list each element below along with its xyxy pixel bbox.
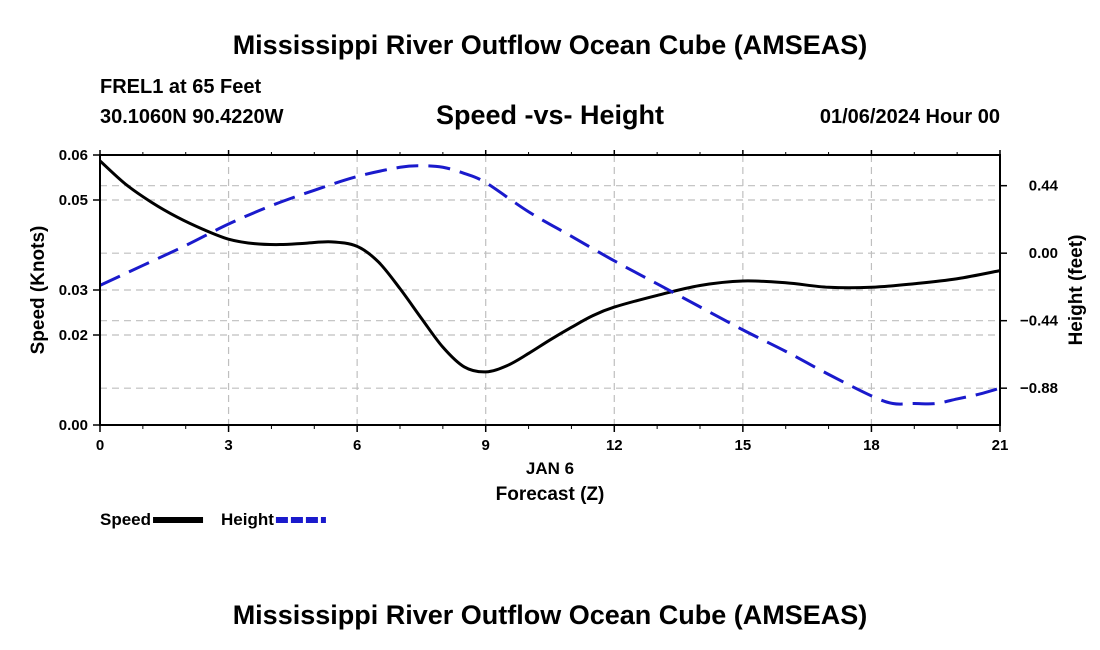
axis-labels: 0 3 6 9 12 15 18 21 0.00 0.02 0.03 0.05 0.06 0.44 0.00… [28,147,1087,505]
y-left-tick-label: 0.06 [59,147,88,164]
x-tick-label: 6 [353,437,361,454]
x-axis-date-label: JAN 6 [526,459,574,478]
legend-label-height: Height [221,510,274,529]
bottom-repeated-title: Mississippi River Outflow Ocean Cube (AM… [232,600,868,630]
y-right-tick-label: 0.00 [1029,245,1058,262]
x-tick-label: 21 [992,437,1009,454]
x-axis-title: Forecast (Z) [496,484,605,505]
legend-label-speed: Speed [100,510,151,529]
data-series [98,159,1001,406]
y-left-tick-label: 0.00 [59,417,88,434]
y-right-tick-label: −0.88 [1020,380,1058,397]
chart-subtitle: Speed -vs- Height [435,100,665,130]
x-tick-label: 12 [606,437,623,454]
y-left-tick-label: 0.05 [59,192,88,209]
forecast-timestamp: 01/06/2024 Hour 00 [819,106,1000,128]
station-name: FREL1 at 65 Feet [100,76,262,98]
y-right-tick-label: −0.44 [1020,313,1059,330]
grid-lines [100,155,1000,425]
x-tick-label: 0 [96,437,104,454]
axis-ticks [93,150,1007,432]
x-tick-label: 9 [482,437,490,454]
y-left-tick-label: 0.02 [59,327,88,344]
y-right-tick-label: 0.44 [1029,178,1059,195]
x-tick-label: 15 [735,437,752,454]
y-right-axis-title: Height (feet) [1066,235,1087,346]
x-tick-label: 18 [863,437,880,454]
chart-main-title: Mississippi River Outflow Ocean Cube (AM… [232,30,868,60]
legend: Speed Height [100,510,326,529]
y-left-tick-label: 0.03 [59,282,88,299]
station-coordinates: 30.1060N 90.4220W [100,106,284,128]
x-tick-label: 3 [224,437,232,454]
y-left-axis-title: Speed (Knots) [28,226,49,355]
series-line-height [99,164,1001,406]
series-line-speed [98,159,1001,374]
